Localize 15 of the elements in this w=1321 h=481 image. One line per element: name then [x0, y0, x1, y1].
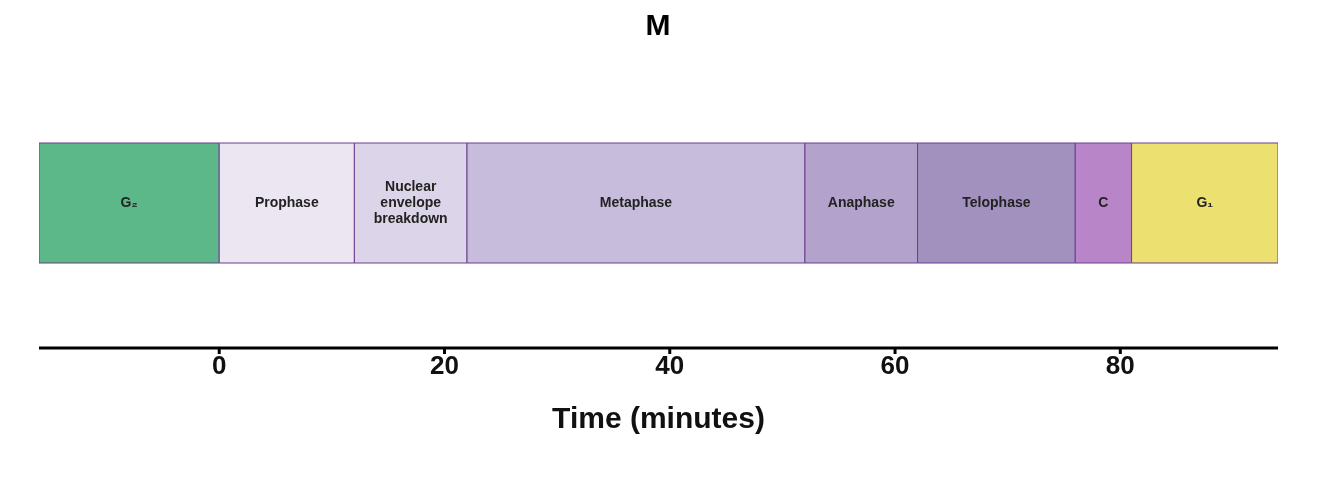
chart-title: M — [644, 8, 672, 43]
series-label: Metaphase — [599, 193, 673, 210]
series-label: G₁ — [1196, 193, 1214, 210]
x-axis-title: Time (minutes) — [552, 401, 765, 434]
series-label: C — [1098, 193, 1109, 210]
x-tick-label: 80 — [1105, 350, 1135, 381]
series-label: Prophase — [254, 193, 319, 210]
series-label: G₂ — [120, 193, 138, 210]
x-tick-label: 0 — [211, 350, 227, 381]
x-tick-label: 60 — [880, 350, 910, 381]
series-label: Nuclear envelope breakdown — [373, 177, 448, 226]
x-tick-label: 20 — [430, 350, 459, 381]
series-label: Telophase — [962, 193, 1031, 210]
series-label: Anaphase — [827, 193, 895, 210]
x-tick-label: 40 — [655, 350, 685, 381]
